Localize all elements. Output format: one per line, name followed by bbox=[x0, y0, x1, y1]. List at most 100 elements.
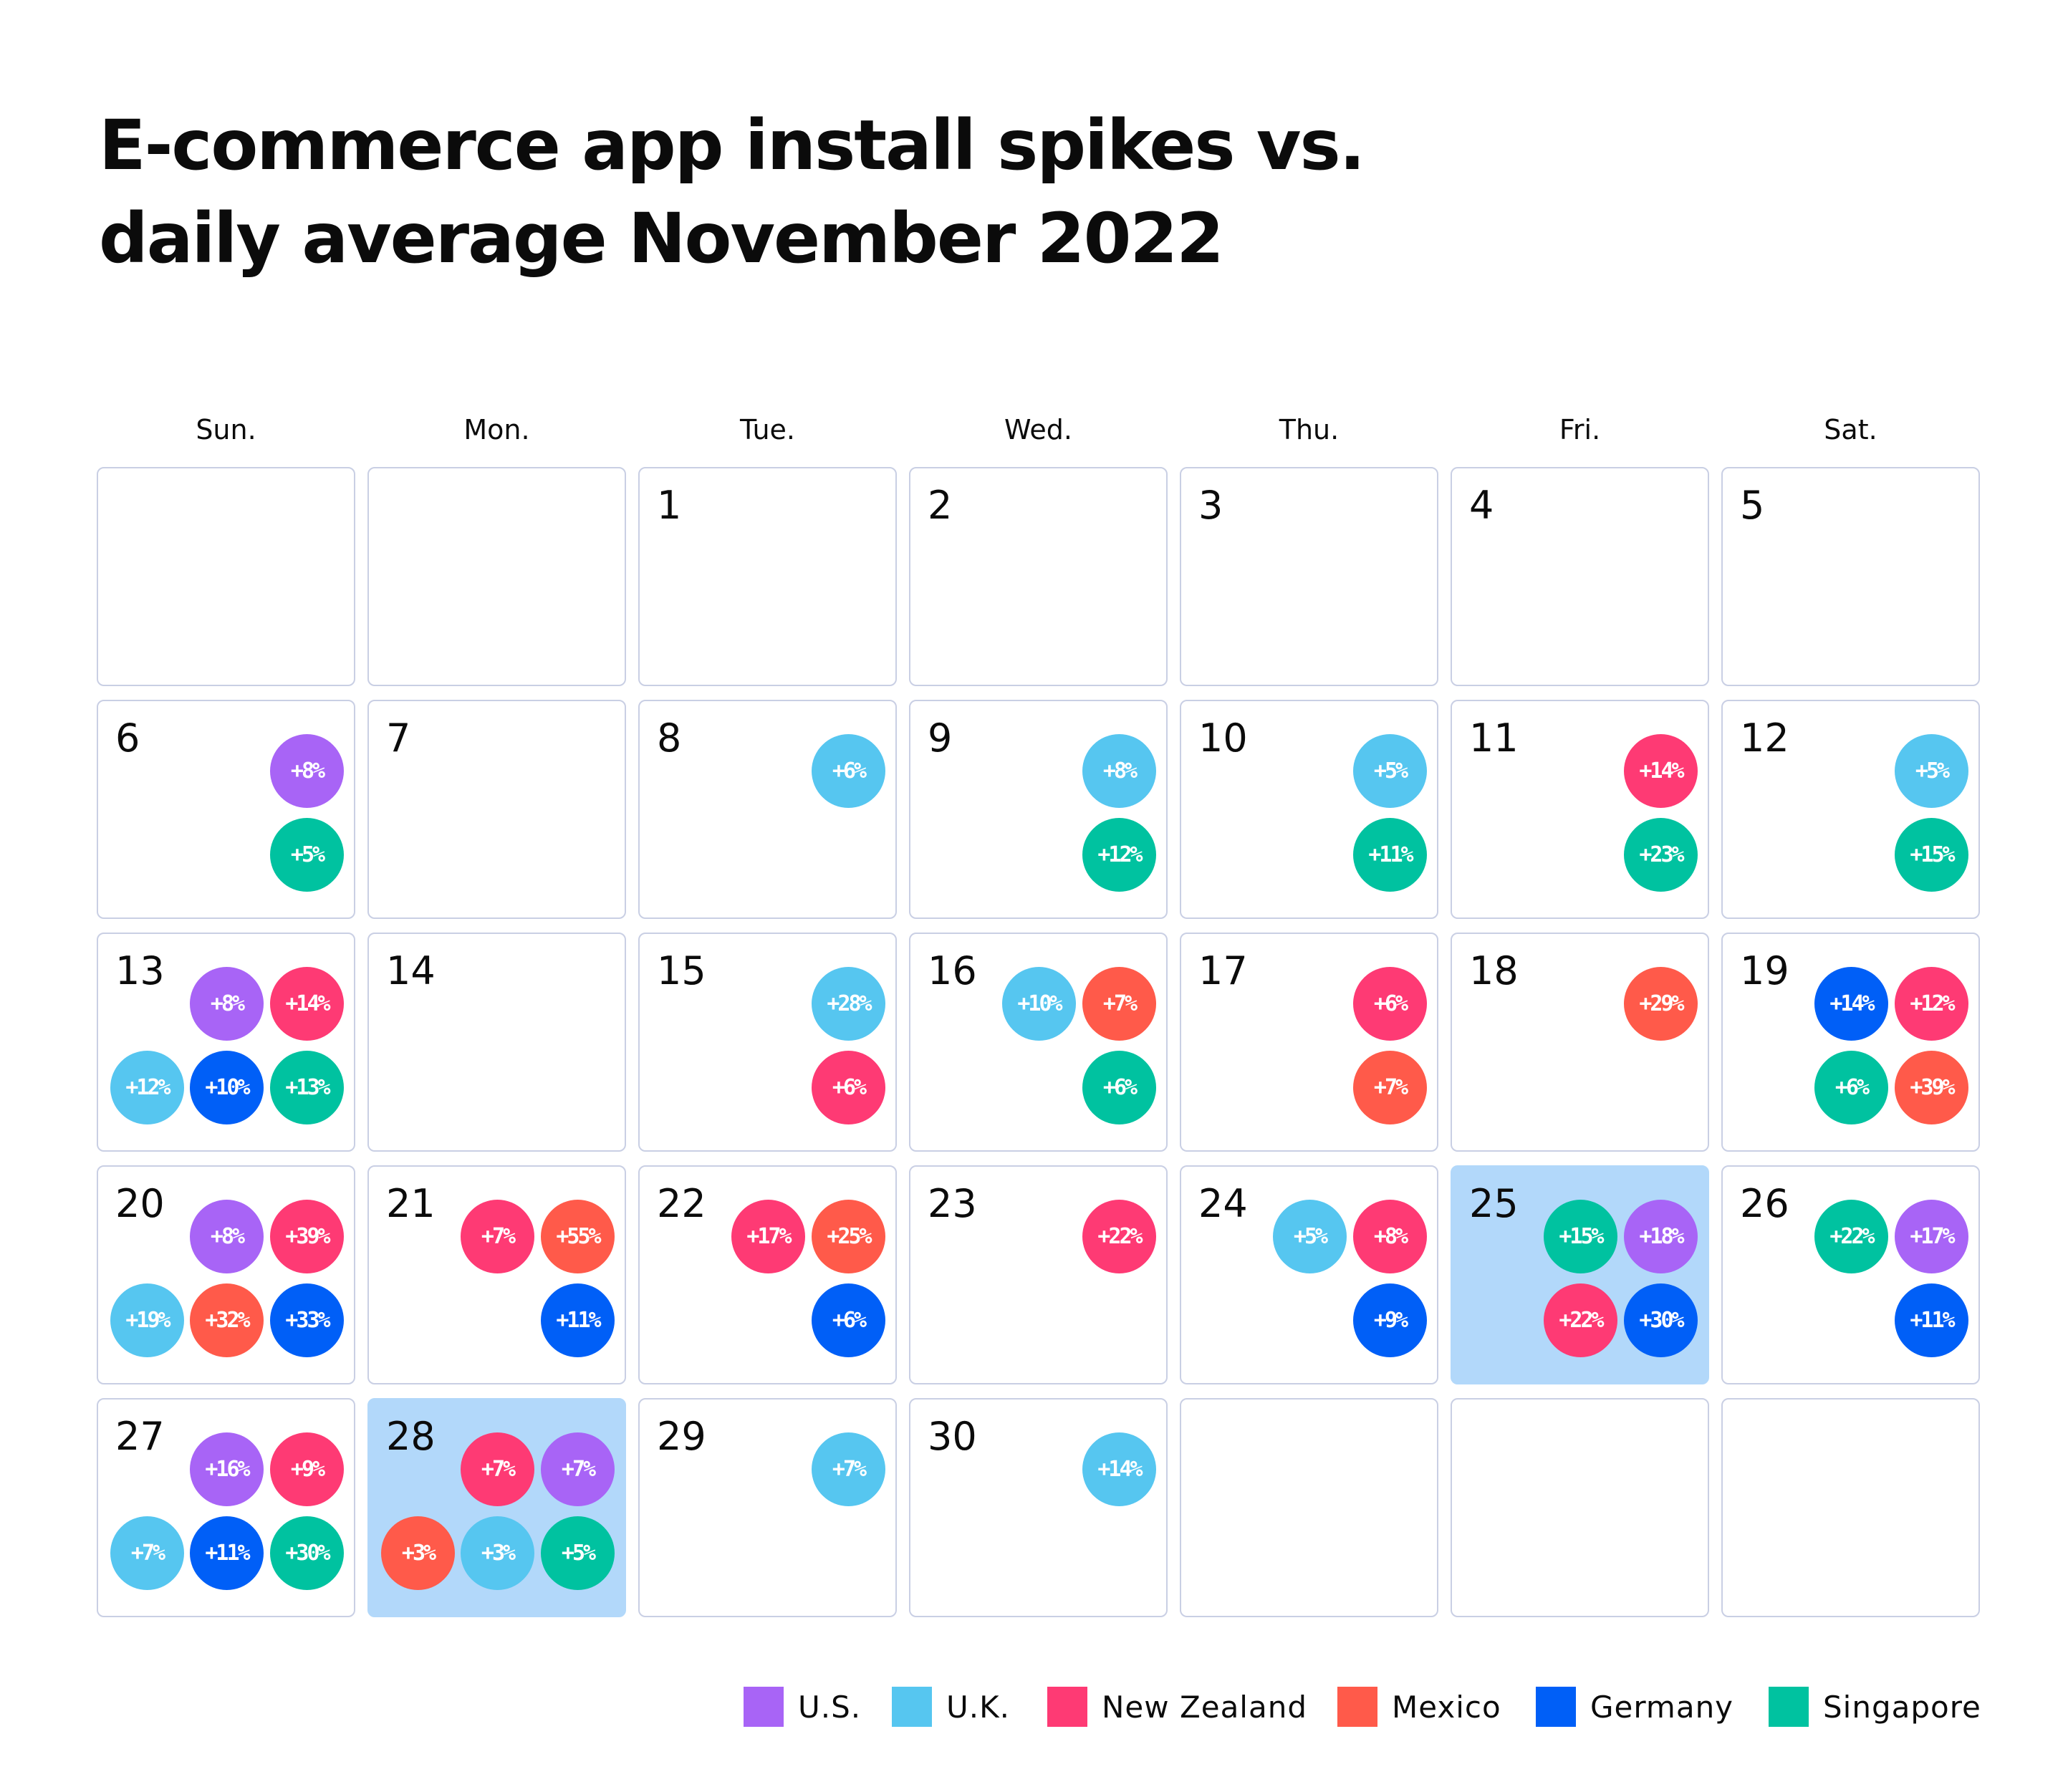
day-number: 16 bbox=[928, 948, 977, 993]
day-cell-29: 29 +7% bbox=[638, 1398, 897, 1617]
legend-swatch bbox=[1536, 1687, 1576, 1727]
day-number: 23 bbox=[928, 1181, 977, 1226]
day-cell-25: 25 +15% +18% +22% +30% bbox=[1451, 1165, 1709, 1384]
spike-bubble-de: +33% bbox=[270, 1283, 344, 1357]
day-number: 11 bbox=[1469, 716, 1519, 761]
spike-bubble-sg: +23% bbox=[1624, 818, 1698, 892]
empty-day-cell bbox=[1180, 1398, 1438, 1617]
legend-swatch bbox=[1769, 1687, 1809, 1727]
spike-bubble-de: +11% bbox=[541, 1283, 615, 1357]
spike-bubble-uk: +5% bbox=[1895, 734, 1968, 808]
spike-bubble-nz: +9% bbox=[270, 1432, 344, 1506]
day-number: 24 bbox=[1198, 1181, 1248, 1226]
spike-bubble-nz: +39% bbox=[270, 1200, 344, 1273]
spike-bubble-sg: +6% bbox=[1814, 1051, 1888, 1124]
legend-label: Mexico bbox=[1392, 1690, 1501, 1725]
spike-bubble-de: +14% bbox=[1814, 967, 1888, 1041]
legend-label: Singapore bbox=[1823, 1690, 1981, 1725]
spike-bubble-sg: +22% bbox=[1814, 1200, 1888, 1273]
spike-bubble-de: +11% bbox=[1895, 1283, 1968, 1357]
day-number: 17 bbox=[1198, 948, 1248, 993]
weekday-header: Wed. bbox=[1004, 414, 1072, 445]
day-number: 12 bbox=[1740, 716, 1789, 761]
day-cell-1: 1 bbox=[638, 467, 897, 686]
day-number: 1 bbox=[657, 483, 682, 528]
day-number: 8 bbox=[657, 716, 682, 761]
day-cell-28: 28 +7% +7% +3% +3% +5% bbox=[367, 1398, 626, 1617]
day-number: 25 bbox=[1469, 1181, 1519, 1226]
spike-bubble-mx: +7% bbox=[1082, 967, 1156, 1041]
spike-bubble-sg: +11% bbox=[1353, 818, 1427, 892]
spike-bubble-nz: +7% bbox=[461, 1200, 534, 1273]
spike-bubble-de: +10% bbox=[190, 1051, 264, 1124]
spike-bubble-de: +11% bbox=[190, 1516, 264, 1590]
day-cell-17: 17 +6% +7% bbox=[1180, 933, 1438, 1152]
spike-bubble-mx: +25% bbox=[812, 1200, 885, 1273]
day-number: 30 bbox=[928, 1414, 977, 1459]
legend-label: U.S. bbox=[798, 1690, 862, 1725]
chart-title-line-2: daily average November 2022 bbox=[99, 198, 1224, 279]
day-cell-19: 19 +14% +12% +6% +39% bbox=[1721, 933, 1980, 1152]
spike-bubble-sg: +30% bbox=[270, 1516, 344, 1590]
empty-day-cell bbox=[97, 467, 355, 686]
empty-day-cell bbox=[1721, 1398, 1980, 1617]
chart-title: E-commerce app install spikes vs. daily … bbox=[99, 99, 1365, 285]
legend-label: U.K. bbox=[946, 1690, 1010, 1725]
day-cell-14: 14 bbox=[367, 933, 626, 1152]
spike-bubble-us: +8% bbox=[190, 1200, 264, 1273]
spike-bubble-uk: +5% bbox=[1273, 1200, 1347, 1273]
spike-bubble-sg: +13% bbox=[270, 1051, 344, 1124]
day-cell-2: 2 bbox=[909, 467, 1168, 686]
spike-bubble-us: +17% bbox=[1895, 1200, 1968, 1273]
spike-bubble-nz: +17% bbox=[731, 1200, 805, 1273]
day-number: 7 bbox=[386, 716, 411, 761]
day-cell-22: 22 +17% +25% +6% bbox=[638, 1165, 897, 1384]
day-number: 5 bbox=[1740, 483, 1765, 528]
empty-day-cell bbox=[367, 467, 626, 686]
day-cell-3: 3 bbox=[1180, 467, 1438, 686]
day-number: 4 bbox=[1469, 483, 1494, 528]
spike-bubble-nz: +14% bbox=[270, 967, 344, 1041]
day-number: 19 bbox=[1740, 948, 1789, 993]
spike-bubble-nz: +7% bbox=[461, 1432, 534, 1506]
spike-bubble-de: +6% bbox=[812, 1283, 885, 1357]
spike-bubble-uk: +10% bbox=[1002, 967, 1076, 1041]
spike-bubble-uk: +19% bbox=[110, 1283, 184, 1357]
day-cell-12: 12 +5% +15% bbox=[1721, 700, 1980, 919]
weekday-header: Sat. bbox=[1824, 414, 1877, 445]
legend-swatch bbox=[892, 1687, 932, 1727]
spike-bubble-us: +18% bbox=[1624, 1200, 1698, 1273]
spike-bubble-uk: +7% bbox=[110, 1516, 184, 1590]
day-cell-13: 13 +8% +14% +12% +10% +13% bbox=[97, 933, 355, 1152]
day-cell-27: 27 +16% +9% +7% +11% +30% bbox=[97, 1398, 355, 1617]
spike-bubble-de: +9% bbox=[1353, 1283, 1427, 1357]
spike-bubble-uk: +14% bbox=[1082, 1432, 1156, 1506]
spike-bubble-mx: +39% bbox=[1895, 1051, 1968, 1124]
day-number: 20 bbox=[115, 1181, 165, 1226]
spike-bubble-mx: +3% bbox=[381, 1516, 455, 1590]
spike-bubble-sg: +5% bbox=[270, 818, 344, 892]
day-cell-7: 7 bbox=[367, 700, 626, 919]
spike-bubble-de: +30% bbox=[1624, 1283, 1698, 1357]
day-number: 15 bbox=[657, 948, 706, 993]
day-number: 3 bbox=[1198, 483, 1223, 528]
weekday-header: Tue. bbox=[740, 414, 795, 445]
day-cell-21: 21 +7% +55% +11% bbox=[367, 1165, 626, 1384]
day-number: 22 bbox=[657, 1181, 706, 1226]
spike-bubble-sg: +6% bbox=[1082, 1051, 1156, 1124]
spike-bubble-sg: +5% bbox=[541, 1516, 615, 1590]
spike-bubble-us: +16% bbox=[190, 1432, 264, 1506]
spike-bubble-nz: +8% bbox=[1353, 1200, 1427, 1273]
spike-bubble-nz: +6% bbox=[812, 1051, 885, 1124]
day-number: 26 bbox=[1740, 1181, 1789, 1226]
day-number: 27 bbox=[115, 1414, 165, 1459]
day-cell-5: 5 bbox=[1721, 467, 1980, 686]
day-cell-10: 10 +5% +11% bbox=[1180, 700, 1438, 919]
day-cell-26: 26 +22% +17% +11% bbox=[1721, 1165, 1980, 1384]
spike-bubble-uk: +28% bbox=[812, 967, 885, 1041]
spike-bubble-mx: +55% bbox=[541, 1200, 615, 1273]
legend-swatch bbox=[744, 1687, 784, 1727]
weekday-header: Mon. bbox=[463, 414, 530, 445]
day-cell-6: 6 +8% +5% bbox=[97, 700, 355, 919]
spike-bubble-mx: +7% bbox=[1353, 1051, 1427, 1124]
